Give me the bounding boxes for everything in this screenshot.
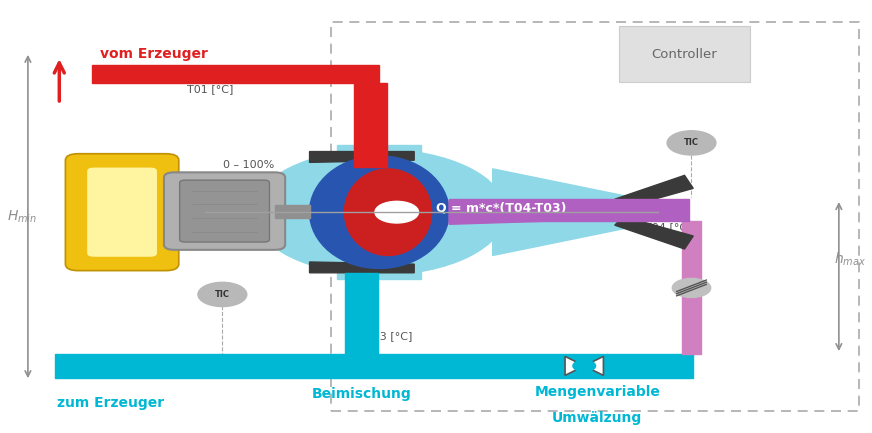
Text: Beimischung: Beimischung	[312, 387, 412, 401]
Ellipse shape	[344, 169, 432, 255]
Text: 0 – 100%: 0 – 100%	[223, 159, 274, 170]
Polygon shape	[565, 356, 584, 375]
Text: TIC: TIC	[684, 139, 699, 147]
Text: zum Erzeuger: zum Erzeuger	[57, 396, 164, 410]
Bar	[331, 22, 859, 411]
FancyBboxPatch shape	[87, 168, 157, 257]
Text: T01 [°C]: T01 [°C]	[187, 84, 234, 94]
Bar	[345, 273, 378, 354]
Polygon shape	[615, 175, 693, 208]
Polygon shape	[584, 356, 603, 375]
Circle shape	[253, 149, 506, 275]
Polygon shape	[493, 169, 641, 255]
Circle shape	[573, 360, 596, 372]
Circle shape	[198, 282, 247, 307]
Ellipse shape	[310, 156, 449, 268]
Text: $h_{max}$: $h_{max}$	[835, 251, 866, 268]
FancyBboxPatch shape	[180, 180, 269, 242]
Bar	[55, 354, 693, 378]
Bar	[449, 199, 689, 221]
Text: vom Erzeuger: vom Erzeuger	[100, 47, 208, 61]
Polygon shape	[449, 200, 641, 224]
Circle shape	[667, 131, 716, 155]
Polygon shape	[310, 152, 414, 162]
FancyBboxPatch shape	[164, 172, 285, 250]
Text: T03 [°C]: T03 [°C]	[366, 331, 412, 341]
Text: T04 [°C]: T04 [°C]	[645, 222, 691, 233]
Bar	[222, 197, 270, 227]
Text: TIC: TIC	[215, 290, 230, 299]
Polygon shape	[310, 262, 414, 273]
Text: Controller: Controller	[651, 48, 718, 61]
FancyBboxPatch shape	[65, 154, 179, 271]
Bar	[354, 83, 387, 167]
Text: $H_{min}$: $H_{min}$	[7, 208, 37, 225]
Bar	[275, 205, 310, 218]
Text: Umwälzung: Umwälzung	[552, 411, 643, 425]
Text: Q = m*c*(T04-T03): Q = m*c*(T04-T03)	[436, 201, 567, 214]
Polygon shape	[615, 216, 693, 249]
Text: Mengenvariable: Mengenvariable	[535, 385, 660, 399]
Circle shape	[375, 201, 419, 223]
FancyBboxPatch shape	[619, 26, 750, 82]
Bar	[682, 221, 701, 354]
Bar	[337, 253, 421, 279]
Circle shape	[672, 278, 711, 297]
Bar	[92, 65, 379, 83]
Bar	[337, 145, 421, 171]
